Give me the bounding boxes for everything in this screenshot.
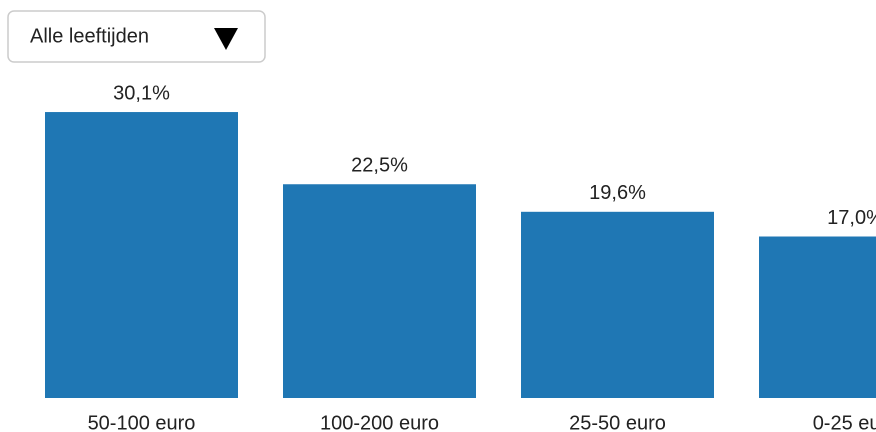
x-tick-label: 50-100 euro [88,412,196,432]
bar [283,184,476,398]
x-tick-label: 25-50 euro [569,412,666,432]
x-tick-label: 0-25 euro [813,412,876,432]
value-label: 17,0% [827,207,876,229]
dropdown-label[interactable]: Alle leeftijden [30,25,149,47]
bar [45,112,238,399]
dropdown-arrow[interactable] [214,28,238,50]
value-label: 22,5% [351,155,408,177]
bar [521,211,714,398]
dropdown-box[interactable] [7,10,266,63]
value-label: 30,1% [113,82,170,104]
age-dropdown[interactable]: Alle leeftijden [7,10,266,63]
x-tick-label: 100-200 euro [320,412,439,432]
bar [759,236,876,398]
value-label: 19,6% [589,182,646,204]
